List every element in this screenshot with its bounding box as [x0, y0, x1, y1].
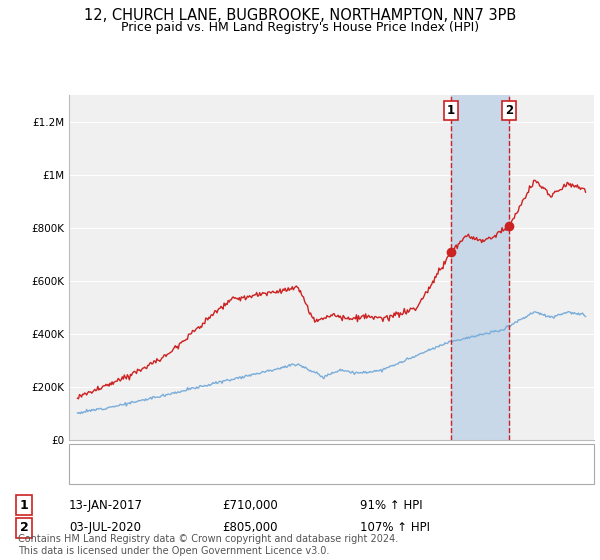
- Text: 1: 1: [20, 498, 28, 512]
- Text: £805,000: £805,000: [222, 521, 277, 534]
- Text: 2: 2: [505, 104, 514, 117]
- Text: 13-JAN-2017: 13-JAN-2017: [69, 498, 143, 512]
- Text: Price paid vs. HM Land Registry's House Price Index (HPI): Price paid vs. HM Land Registry's House …: [121, 21, 479, 34]
- Text: 107% ↑ HPI: 107% ↑ HPI: [360, 521, 430, 534]
- Text: 03-JUL-2020: 03-JUL-2020: [69, 521, 141, 534]
- Text: 12, CHURCH LANE, BUGBROOKE, NORTHAMPTON, NN7 3PB (detached house): 12, CHURCH LANE, BUGBROOKE, NORTHAMPTON,…: [105, 449, 560, 462]
- Text: HPI: Average price, detached house, West Northamptonshire: HPI: Average price, detached house, West…: [105, 468, 463, 481]
- Text: £710,000: £710,000: [222, 498, 278, 512]
- Text: 1: 1: [446, 104, 455, 117]
- Text: 91% ↑ HPI: 91% ↑ HPI: [360, 498, 422, 512]
- Text: 2: 2: [20, 521, 28, 534]
- Text: 12, CHURCH LANE, BUGBROOKE, NORTHAMPTON, NN7 3PB: 12, CHURCH LANE, BUGBROOKE, NORTHAMPTON,…: [84, 8, 516, 24]
- Text: Contains HM Land Registry data © Crown copyright and database right 2024.
This d: Contains HM Land Registry data © Crown c…: [18, 534, 398, 556]
- Bar: [451, 95, 509, 440]
